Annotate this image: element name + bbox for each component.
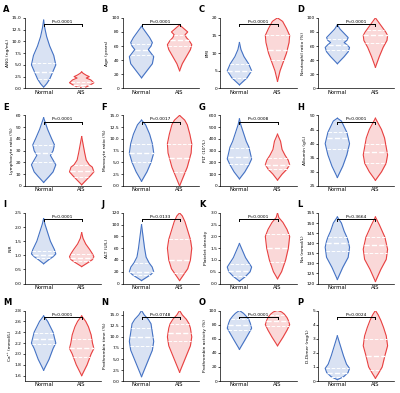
Text: P<0.0001: P<0.0001 xyxy=(346,118,367,121)
Y-axis label: D-Dimer (mg/L): D-Dimer (mg/L) xyxy=(306,329,310,363)
Text: P<0.3664: P<0.3664 xyxy=(346,215,367,219)
Text: M: M xyxy=(3,298,12,307)
Text: K: K xyxy=(199,200,206,209)
Text: P<0.0024: P<0.0024 xyxy=(346,312,367,316)
Y-axis label: Ca²⁺ (mmol/L): Ca²⁺ (mmol/L) xyxy=(8,331,12,361)
Text: P: P xyxy=(297,298,303,307)
Text: D: D xyxy=(297,6,304,14)
Y-axis label: ANG (ng/mL): ANG (ng/mL) xyxy=(6,39,10,67)
Text: C: C xyxy=(199,6,205,14)
Text: P<0.0001: P<0.0001 xyxy=(52,215,73,219)
Text: H: H xyxy=(297,103,304,112)
Y-axis label: Platelet density: Platelet density xyxy=(204,231,208,265)
Text: P<0.0001: P<0.0001 xyxy=(248,215,269,219)
Text: P<0.0001: P<0.0001 xyxy=(248,20,269,24)
Text: P<0.0748: P<0.0748 xyxy=(150,312,171,316)
Text: P<0.0001: P<0.0001 xyxy=(52,20,73,24)
Y-axis label: INR: INR xyxy=(8,244,12,252)
Y-axis label: Albumin (g/L): Albumin (g/L) xyxy=(304,136,308,165)
Y-axis label: ALT (U/L): ALT (U/L) xyxy=(105,239,109,258)
Text: J: J xyxy=(101,200,104,209)
Y-axis label: BMI: BMI xyxy=(206,49,210,57)
Text: I: I xyxy=(3,200,6,209)
Text: A: A xyxy=(3,6,10,14)
Y-axis label: PLT (10⁹/L): PLT (10⁹/L) xyxy=(203,139,207,162)
Text: F: F xyxy=(101,103,107,112)
Y-axis label: Monocyte ratio (%): Monocyte ratio (%) xyxy=(104,130,108,171)
Text: P<0.0001: P<0.0001 xyxy=(52,312,73,316)
Text: P<0.0001: P<0.0001 xyxy=(52,118,73,121)
Text: P<0.0017: P<0.0017 xyxy=(150,118,171,121)
Text: N: N xyxy=(101,298,108,307)
Y-axis label: Prothrombin time (%): Prothrombin time (%) xyxy=(104,323,108,369)
Text: P<0.0001: P<0.0001 xyxy=(150,20,171,24)
Y-axis label: Lymphocyte ratio (%): Lymphocyte ratio (%) xyxy=(10,127,14,174)
Text: P<0.0001: P<0.0001 xyxy=(346,20,367,24)
Y-axis label: Prothrombin activity (%): Prothrombin activity (%) xyxy=(203,320,207,372)
Text: E: E xyxy=(3,103,9,112)
Text: B: B xyxy=(101,6,108,14)
Text: G: G xyxy=(199,103,206,112)
Text: P<0.0133: P<0.0133 xyxy=(150,215,171,219)
Text: L: L xyxy=(297,200,302,209)
Y-axis label: Neutrophil ratio (%): Neutrophil ratio (%) xyxy=(301,31,305,75)
Y-axis label: Na (mmol/L): Na (mmol/L) xyxy=(300,235,304,261)
Y-axis label: Age (years): Age (years) xyxy=(105,40,109,66)
Text: O: O xyxy=(199,298,206,307)
Text: P<0.0001: P<0.0001 xyxy=(248,312,269,316)
Text: P<0.0008: P<0.0008 xyxy=(248,118,269,121)
